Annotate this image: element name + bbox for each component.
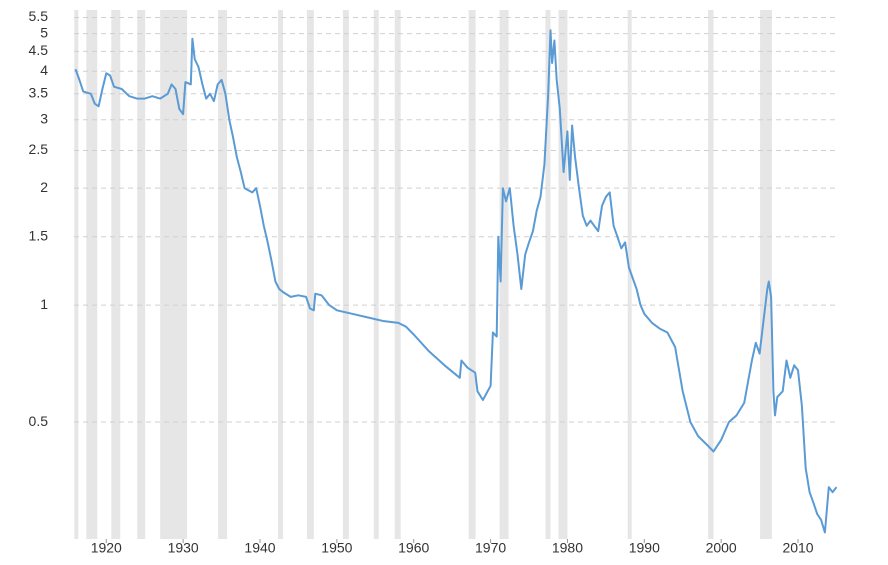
y-tick-label: 4 (40, 62, 48, 78)
x-tick-label: 2000 (706, 540, 737, 556)
x-tick-label: 1960 (398, 540, 429, 556)
recession-band (627, 10, 632, 539)
x-tick-label: 2010 (782, 540, 813, 556)
recession-band (342, 10, 349, 539)
recession-band (74, 10, 79, 539)
recession-band (160, 10, 188, 539)
x-tick-label: 1970 (475, 540, 506, 556)
y-tick-label: 5 (40, 24, 48, 40)
x-tick-label: 1940 (244, 540, 275, 556)
recession-band (306, 10, 314, 539)
x-tick-label: 1920 (91, 540, 122, 556)
recession-band (373, 10, 379, 539)
recession-band (86, 10, 98, 539)
y-tick-label: 0.5 (29, 413, 49, 429)
y-tick-label: 5.5 (29, 8, 49, 24)
recession-band (558, 10, 568, 539)
y-tick-label: 1.5 (29, 227, 49, 243)
recession-band (137, 10, 146, 539)
recession-band (218, 10, 228, 539)
recession-band (545, 10, 551, 539)
y-tick-label: 3 (40, 110, 48, 126)
x-tick-label: 1980 (552, 540, 583, 556)
x-tick-label: 1990 (629, 540, 660, 556)
data-line (74, 29, 838, 534)
y-tick-label: 4.5 (29, 42, 49, 58)
x-tick-label: 1950 (321, 540, 352, 556)
recession-band (499, 10, 509, 539)
recession-band (708, 10, 714, 539)
recession-band (760, 10, 772, 539)
recession-band (468, 10, 476, 539)
recession-band (111, 10, 121, 539)
y-tick-label: 1 (40, 296, 48, 312)
y-tick-label: 2 (40, 179, 48, 195)
recession-band (277, 10, 283, 539)
recession-band (394, 10, 401, 539)
y-tick-label: 3.5 (29, 84, 49, 100)
x-tick-label: 1930 (168, 540, 199, 556)
y-tick-label: 2.5 (29, 141, 49, 157)
